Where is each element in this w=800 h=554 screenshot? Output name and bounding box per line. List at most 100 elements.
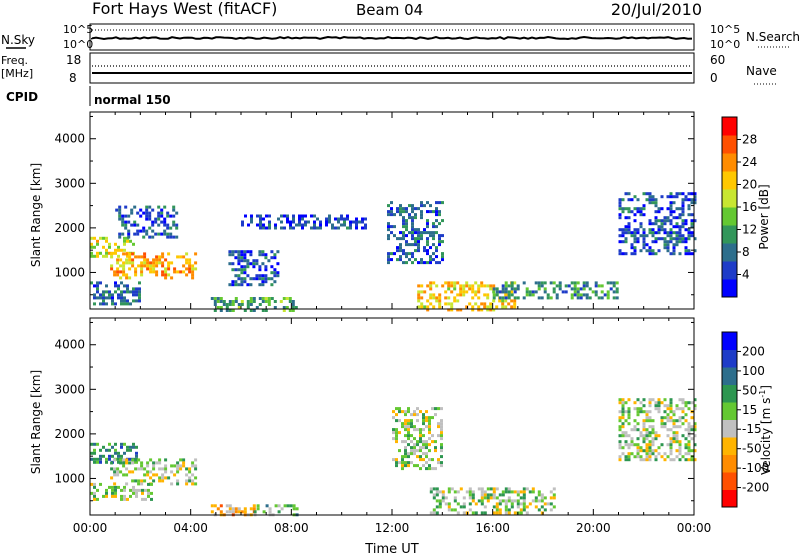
echo-cell xyxy=(633,237,637,241)
echo-cell xyxy=(564,284,568,288)
echo-cell xyxy=(528,490,532,494)
echo-cell xyxy=(624,231,628,235)
echo-cell xyxy=(123,236,126,240)
echo-cell xyxy=(573,287,577,291)
echo-cell xyxy=(411,234,414,238)
echo-cell xyxy=(483,493,487,497)
echo-cell xyxy=(99,454,102,458)
echo-cell xyxy=(675,455,679,459)
echo-cell xyxy=(140,467,144,471)
echo-cell xyxy=(432,252,435,256)
echo-cell xyxy=(651,231,655,235)
echo-cell xyxy=(636,428,640,432)
echo-cell xyxy=(690,192,694,196)
echo-cell xyxy=(437,422,440,426)
echo-cell xyxy=(188,467,192,471)
echo-cell xyxy=(434,440,437,444)
echo-cell xyxy=(160,211,164,215)
echo-cell xyxy=(642,440,646,444)
echo-cell xyxy=(398,449,401,453)
echo-cell xyxy=(425,410,428,414)
echo-cell xyxy=(411,255,414,259)
echo-cell xyxy=(102,254,105,258)
echo-cell xyxy=(462,290,466,294)
echo-cell xyxy=(627,216,631,220)
echo-cell xyxy=(654,222,658,226)
echo-cell xyxy=(612,290,616,294)
echo-cell xyxy=(432,243,435,247)
echo-cell xyxy=(240,277,244,281)
echo-cell xyxy=(621,228,625,232)
echo-cell xyxy=(122,261,126,265)
echo-cell xyxy=(633,240,637,244)
echo-cell xyxy=(441,252,444,256)
echo-cell xyxy=(606,281,610,285)
echo-cell xyxy=(417,249,420,253)
echo-cell xyxy=(675,419,679,423)
echo-cell xyxy=(684,443,688,447)
echo-cell xyxy=(301,223,304,227)
echo-cell xyxy=(408,252,411,256)
echo-cell xyxy=(675,425,679,429)
echo-cell xyxy=(114,284,117,288)
echo-cell xyxy=(325,217,328,221)
echo-cell xyxy=(690,416,694,420)
echo-cell xyxy=(179,270,183,274)
echo-cell xyxy=(411,252,414,256)
echo-cell xyxy=(240,283,244,287)
echo-cell xyxy=(428,422,431,426)
echo-cell xyxy=(163,232,167,236)
echo-cell xyxy=(102,245,105,249)
echo-cell xyxy=(522,493,526,497)
echo-cell xyxy=(134,255,138,259)
echo-cell xyxy=(129,494,132,498)
echo-cell xyxy=(288,297,292,300)
echo-cell xyxy=(651,428,655,432)
echo-cell xyxy=(255,274,259,278)
echo-cell xyxy=(411,207,414,211)
echo-cell xyxy=(437,407,440,411)
echo-cell xyxy=(636,413,640,417)
echo-cell xyxy=(114,281,117,285)
echo-cell xyxy=(648,222,652,226)
echo-cell xyxy=(440,437,443,441)
echo-cell xyxy=(543,290,547,294)
echo-cell xyxy=(663,425,667,429)
echo-cell xyxy=(268,220,271,224)
echo-cell xyxy=(125,458,129,462)
echo-cell xyxy=(480,502,484,506)
echo-cell xyxy=(343,217,346,221)
echo-cell xyxy=(96,281,99,285)
echo-cell xyxy=(243,507,247,511)
echo-cell xyxy=(93,497,96,501)
echo-cell xyxy=(96,497,99,501)
echo-cell xyxy=(681,210,685,214)
echo-cell xyxy=(319,223,322,227)
echo-cell xyxy=(495,496,499,500)
echo-cell xyxy=(135,290,138,294)
echo-cell xyxy=(399,249,402,253)
echo-cell xyxy=(576,281,580,285)
echo-region xyxy=(618,192,697,256)
echo-cell xyxy=(237,303,241,306)
echo-cell xyxy=(146,261,150,265)
echo-cell xyxy=(414,228,417,232)
echo-cell xyxy=(564,290,568,294)
echo-cell xyxy=(612,281,616,285)
echo-cell xyxy=(405,252,408,256)
echo-cell xyxy=(408,213,411,217)
echo-cell xyxy=(387,213,390,217)
echo-cell xyxy=(540,505,544,509)
echo-cell xyxy=(361,217,364,221)
echo-cell xyxy=(116,261,120,265)
echo-cell xyxy=(627,398,631,402)
echo-cell xyxy=(131,461,135,465)
echo-cell xyxy=(404,425,407,429)
echo-cell xyxy=(331,226,334,230)
echo-cell xyxy=(161,255,165,259)
echo-cell xyxy=(440,425,443,429)
echo-cell xyxy=(390,225,393,229)
echo-cell xyxy=(657,407,661,411)
echo-cell xyxy=(657,207,661,211)
